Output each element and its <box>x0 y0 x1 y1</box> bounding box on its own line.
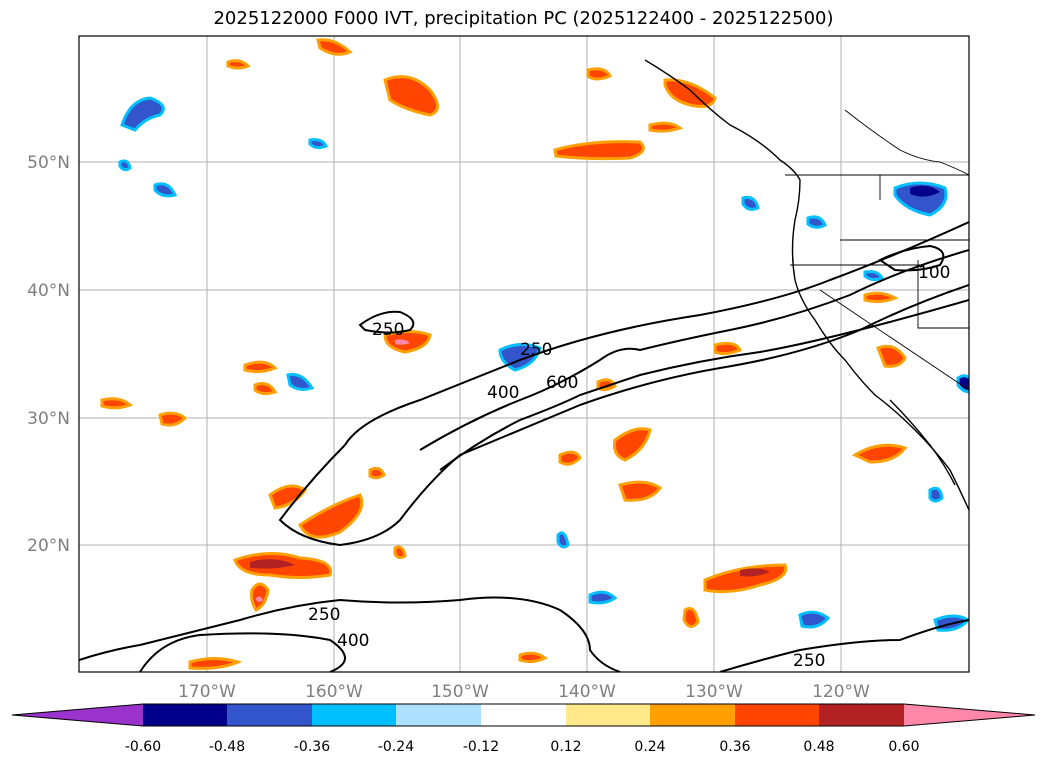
colorbar-segment <box>12 704 143 726</box>
lon-tick-label: 160°W <box>305 682 363 702</box>
colorbar-segment <box>566 704 650 726</box>
colorbar-segment <box>227 704 312 726</box>
colorbar-tick-label: 0.12 <box>550 739 581 755</box>
colorbar-tick-labels: -0.60 -0.48 -0.36 -0.24 -0.12 0.12 0.24 … <box>125 739 920 755</box>
colorbar-tick-label: 0.36 <box>719 739 750 755</box>
lat-tick-labels: 50°N 40°N 30°N 20°N <box>27 153 70 556</box>
colorbar-segment <box>143 704 227 726</box>
ivt-contours <box>79 221 969 672</box>
colorbar-segment <box>735 704 819 726</box>
precip-positive-anomalies <box>100 38 908 670</box>
colorbar-segment <box>396 704 481 726</box>
lon-tick-label: 170°W <box>178 682 236 702</box>
colorbar-outline <box>11 703 1036 727</box>
ivt-contour-label: 250 <box>372 320 404 340</box>
lat-tick-label: 30°N <box>27 409 70 429</box>
colorbar: -0.60 -0.48 -0.36 -0.24 -0.12 0.12 0.24 … <box>11 703 1036 755</box>
political-borders <box>785 109 969 391</box>
ivt-contour-label: 250 <box>520 340 552 360</box>
lon-tick-labels: 170°W 160°W 150°W 140°W 130°W 120°W <box>178 682 870 702</box>
colorbar-segments <box>11 703 1036 727</box>
colorbar-segment <box>481 704 566 726</box>
colorbar-tick-label: 0.60 <box>888 739 919 755</box>
map-title: 2025122000 F000 IVT, precipitation PC (2… <box>213 8 834 29</box>
lon-tick-label: 120°W <box>812 682 870 702</box>
lat-tick-label: 20°N <box>27 536 70 556</box>
ivt-contour-label: 400 <box>337 631 369 651</box>
colorbar-segment <box>819 704 904 726</box>
ivt-contour-label: 600 <box>546 373 578 393</box>
plot-frame <box>78 35 970 673</box>
ivt-contour-label: 250 <box>793 651 825 671</box>
precip-negative-anomalies <box>118 96 969 632</box>
ivt-contour-label: 400 <box>487 383 519 403</box>
coastlines <box>644 59 969 511</box>
lat-tick-label: 50°N <box>27 153 70 173</box>
ivt-contour-label: 100 <box>918 263 950 283</box>
colorbar-tick-label: 0.24 <box>634 739 665 755</box>
colorbar-segment <box>904 704 1035 726</box>
ivt-contour-label-group: 250 250 400 600 250 400 250 100 <box>308 263 950 671</box>
ivt-contour-label: 250 <box>308 605 340 625</box>
colorbar-tick-label: -0.12 <box>463 739 499 755</box>
lon-tick-label: 140°W <box>558 682 616 702</box>
colorbar-segment <box>312 704 396 726</box>
lon-tick-label: 150°W <box>431 682 489 702</box>
colorbar-segment <box>650 704 735 726</box>
colorbar-tick-label: -0.24 <box>378 739 414 755</box>
lat-tick-label: 40°N <box>27 281 70 301</box>
colorbar-tick-label: -0.36 <box>294 739 330 755</box>
colorbar-tick-label: 0.48 <box>803 739 834 755</box>
lon-tick-label: 130°W <box>685 682 743 702</box>
colorbar-tick-label: -0.48 <box>209 739 245 755</box>
colorbar-tick-label: -0.60 <box>125 739 161 755</box>
